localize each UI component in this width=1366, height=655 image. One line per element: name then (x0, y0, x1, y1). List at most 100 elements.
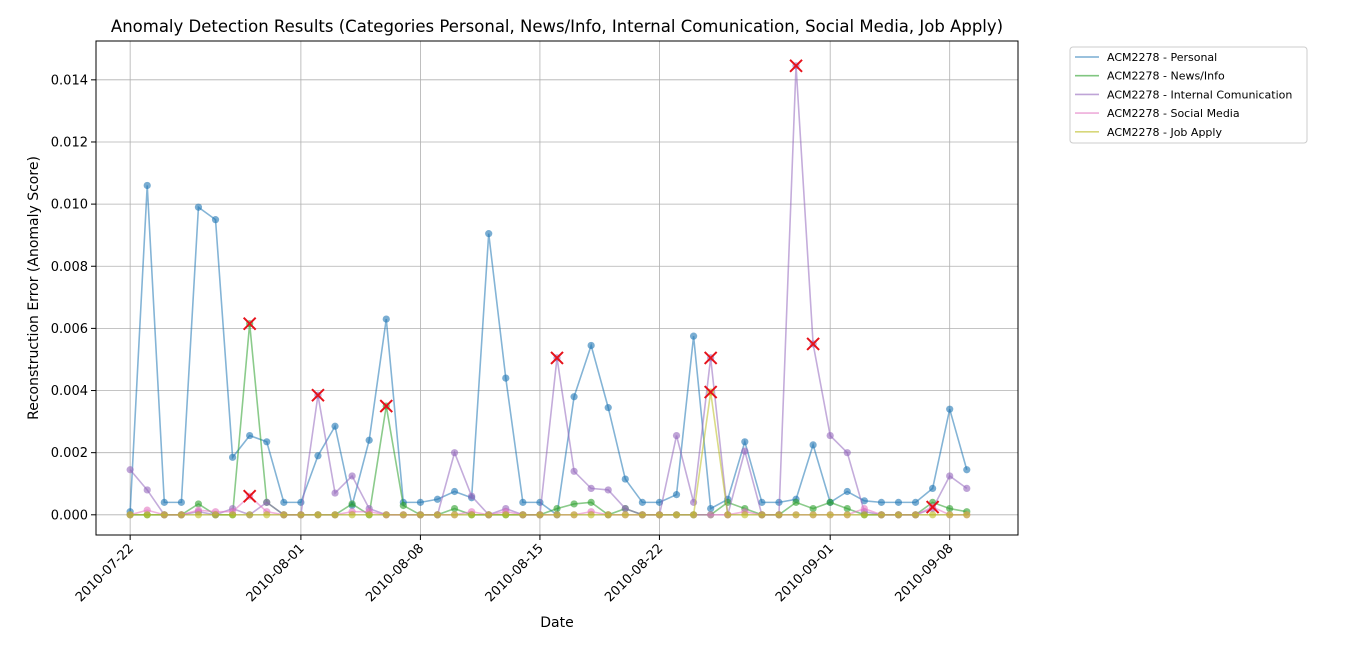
data-point (792, 498, 800, 506)
data-point (877, 498, 886, 506)
data-point (963, 511, 971, 519)
grid (96, 41, 1018, 535)
data-point (621, 511, 629, 519)
anomaly-marker (703, 385, 718, 399)
anomaly-layer (242, 59, 940, 514)
anomaly-marker (789, 59, 803, 73)
data-point (604, 486, 612, 494)
data-point (860, 511, 868, 519)
data-point (843, 487, 851, 496)
data-point (280, 498, 288, 506)
data-point (280, 511, 288, 519)
anomaly-marker (806, 337, 820, 351)
data-point (433, 495, 442, 503)
data-point (314, 511, 322, 519)
data-point (228, 453, 237, 461)
data-point (758, 498, 766, 506)
series-line (129, 185, 968, 517)
data-point (160, 498, 168, 506)
y-tick-label: 0.000 (51, 508, 88, 523)
data-point (263, 511, 271, 519)
data-point (263, 498, 271, 506)
series-0 (126, 181, 971, 519)
data-point (587, 511, 595, 519)
data-point (553, 504, 561, 513)
chart-title: Anomaly Detection Results (Categories Pe… (111, 17, 1003, 36)
series-layer (126, 62, 971, 519)
series-4 (126, 388, 971, 519)
data-point (809, 504, 817, 513)
y-tick-label: 0.012 (51, 135, 88, 150)
anomaly-marker (550, 351, 564, 365)
data-point (570, 511, 578, 519)
data-point (314, 452, 322, 460)
data-point (519, 511, 527, 519)
data-point (860, 504, 868, 513)
data-point (604, 404, 612, 412)
data-point (348, 500, 356, 508)
data-point (946, 511, 954, 519)
data-point (826, 511, 834, 519)
data-point (587, 341, 595, 350)
anomaly-marker (311, 388, 325, 402)
data-point (911, 511, 920, 519)
data-point (672, 431, 681, 440)
data-point (468, 492, 476, 500)
data-point (689, 511, 698, 519)
data-point (450, 449, 459, 457)
data-point (877, 511, 886, 519)
y-tick-label: 0.014 (51, 73, 88, 88)
data-point (946, 472, 954, 480)
y-axis-label: Reconstruction Error (Anomaly Score) (26, 156, 42, 420)
anomaly-marker (379, 399, 393, 413)
legend: ACM2278 - Personal ACM2278 - News/Info ACM… (1069, 46, 1308, 144)
data-point (724, 511, 732, 519)
data-point (519, 498, 527, 506)
y-tick-label: 0.002 (51, 446, 88, 461)
legend-label: ACM2278 - Social Media (1107, 107, 1240, 120)
x-axis: 2010-07-22 2010-08-01 2010-08-08 2010-08-15… (73, 535, 957, 605)
data-point (331, 422, 339, 430)
data-point (707, 511, 715, 519)
legend-item: ACM2278 - Personal (1075, 51, 1217, 64)
series-line (130, 391, 967, 516)
data-point (416, 498, 425, 506)
legend-item: ACM2278 - Social Media (1075, 107, 1240, 120)
data-point (604, 511, 612, 519)
data-point (570, 393, 578, 401)
data-point (894, 498, 903, 506)
x-tick-label: 2010-09-01 (773, 541, 837, 605)
data-point (450, 504, 459, 513)
data-point (399, 511, 407, 519)
anomaly-marker (703, 351, 718, 365)
series-line (129, 65, 968, 516)
x-tick-label: 2010-08-15 (483, 541, 547, 605)
data-point (502, 374, 510, 382)
data-point (331, 489, 339, 497)
data-point (382, 315, 390, 323)
data-point (194, 500, 203, 508)
data-point (450, 511, 459, 519)
series-1 (126, 320, 971, 519)
legend-label: ACM2278 - Personal (1107, 51, 1217, 64)
data-point (775, 511, 783, 519)
data-point (348, 472, 356, 480)
data-point (228, 511, 237, 519)
data-point (399, 501, 407, 510)
data-point (297, 511, 305, 519)
data-point (211, 511, 220, 519)
data-point (638, 498, 646, 506)
data-point (194, 203, 203, 211)
legend-item: ACM2278 - Job Apply (1075, 126, 1222, 139)
data-point (587, 498, 595, 506)
data-point (741, 447, 749, 455)
data-point (826, 431, 834, 440)
data-point (468, 511, 476, 519)
data-point (450, 487, 459, 496)
data-point (177, 511, 185, 519)
x-tick-label: 2010-08-08 (363, 541, 427, 605)
data-point (246, 511, 254, 519)
anomaly-marker (242, 489, 257, 503)
data-point (143, 511, 151, 519)
